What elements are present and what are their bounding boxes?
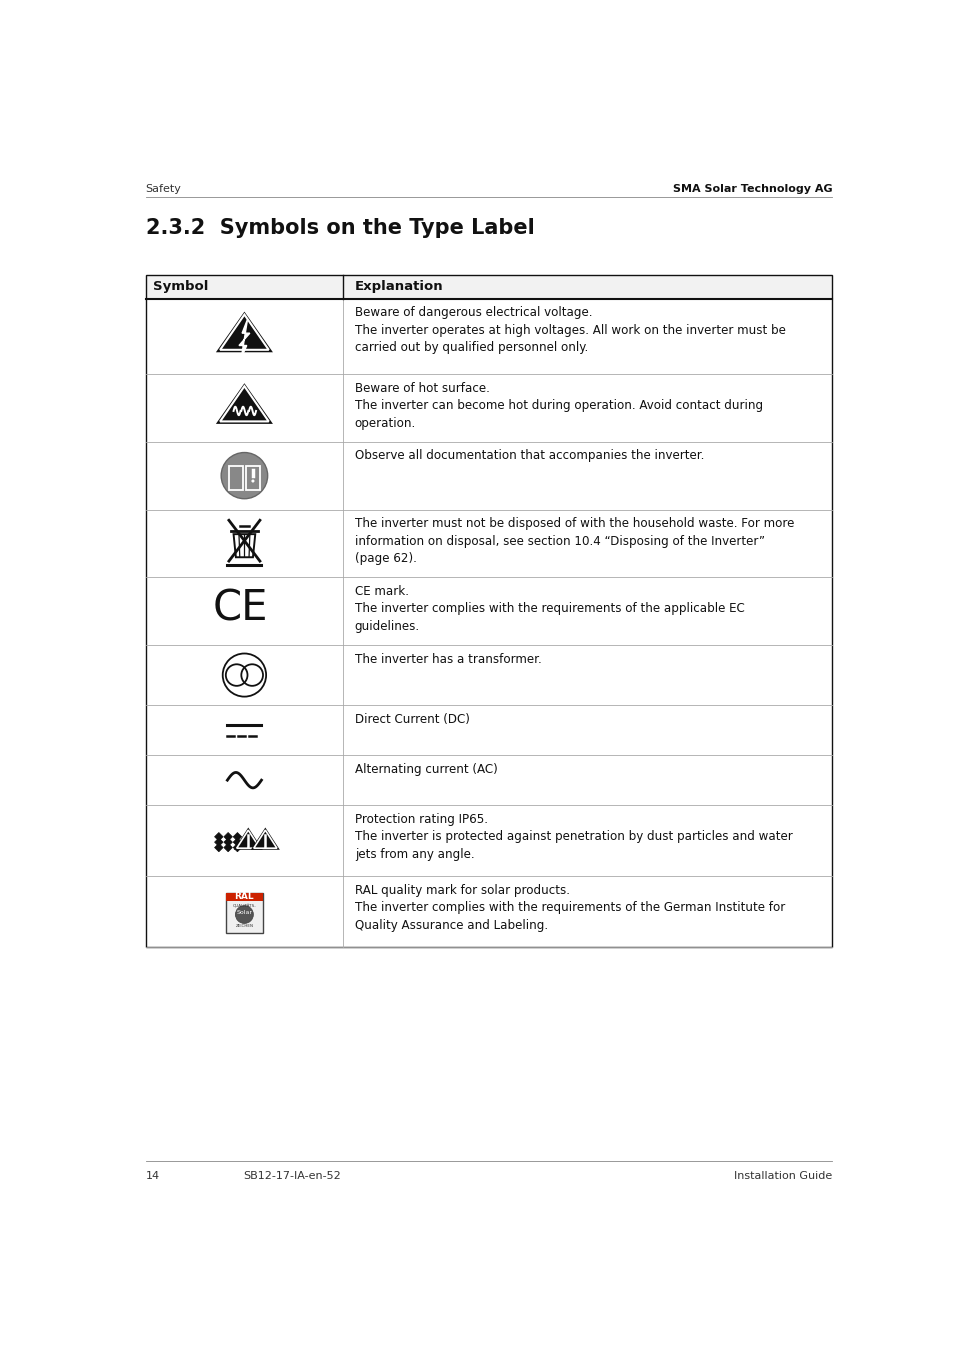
Polygon shape xyxy=(233,838,241,846)
Polygon shape xyxy=(233,827,262,850)
Polygon shape xyxy=(224,844,233,852)
Text: 2.3.2  Symbols on the Type Label: 2.3.2 Symbols on the Type Label xyxy=(146,218,534,238)
Polygon shape xyxy=(215,383,273,425)
Polygon shape xyxy=(214,838,223,846)
Circle shape xyxy=(264,846,266,849)
Polygon shape xyxy=(215,311,273,353)
Text: Solar: Solar xyxy=(236,910,253,915)
Polygon shape xyxy=(214,844,223,852)
Text: Safety: Safety xyxy=(146,184,181,193)
Bar xyxy=(226,892,263,933)
Text: Installation Guide: Installation Guide xyxy=(733,1171,831,1180)
Text: SMA Solar Technology AG: SMA Solar Technology AG xyxy=(672,184,831,193)
Text: CE: CE xyxy=(213,588,268,630)
Text: Alternating current (AC): Alternating current (AC) xyxy=(355,763,497,776)
Text: RAL: RAL xyxy=(234,892,253,902)
Circle shape xyxy=(235,906,253,923)
Polygon shape xyxy=(239,319,250,358)
Circle shape xyxy=(247,846,249,849)
Text: Beware of dangerous electrical voltage.
The inverter operates at high voltages. : Beware of dangerous electrical voltage. … xyxy=(355,307,785,354)
Text: RAL quality mark for solar products.
The inverter complies with the requirements: RAL quality mark for solar products. The… xyxy=(355,884,784,932)
Bar xyxy=(226,892,263,900)
Circle shape xyxy=(252,480,254,483)
Text: The inverter has a transformer.: The inverter has a transformer. xyxy=(355,653,541,665)
Text: Beware of hot surface.
The inverter can become hot during operation. Avoid conta: Beware of hot surface. The inverter can … xyxy=(355,381,762,430)
Text: Observe all documentation that accompanies the inverter.: Observe all documentation that accompani… xyxy=(355,449,703,462)
Text: QUALITÄTS-: QUALITÄTS- xyxy=(233,904,256,909)
Text: SB12-17-IA-en-52: SB12-17-IA-en-52 xyxy=(243,1171,340,1180)
Bar xyxy=(146,276,831,946)
Polygon shape xyxy=(224,838,233,846)
Text: The inverter must not be disposed of with the household waste. For more
informat: The inverter must not be disposed of wit… xyxy=(355,518,794,565)
Polygon shape xyxy=(233,844,241,852)
Polygon shape xyxy=(251,827,279,850)
Text: CE mark.
The inverter complies with the requirements of the applicable EC
guidel: CE mark. The inverter complies with the … xyxy=(355,585,744,633)
Polygon shape xyxy=(233,833,241,841)
Polygon shape xyxy=(214,833,223,841)
Text: ZEICHEN: ZEICHEN xyxy=(235,923,253,927)
Circle shape xyxy=(221,453,268,499)
Bar xyxy=(146,276,831,299)
Text: 14: 14 xyxy=(146,1171,159,1180)
Text: Symbol: Symbol xyxy=(153,280,209,293)
Text: Explanation: Explanation xyxy=(355,280,443,293)
Text: Protection rating IP65.
The inverter is protected against penetration by dust pa: Protection rating IP65. The inverter is … xyxy=(355,813,792,861)
Text: Direct Current (DC): Direct Current (DC) xyxy=(355,713,469,726)
Polygon shape xyxy=(224,833,233,841)
